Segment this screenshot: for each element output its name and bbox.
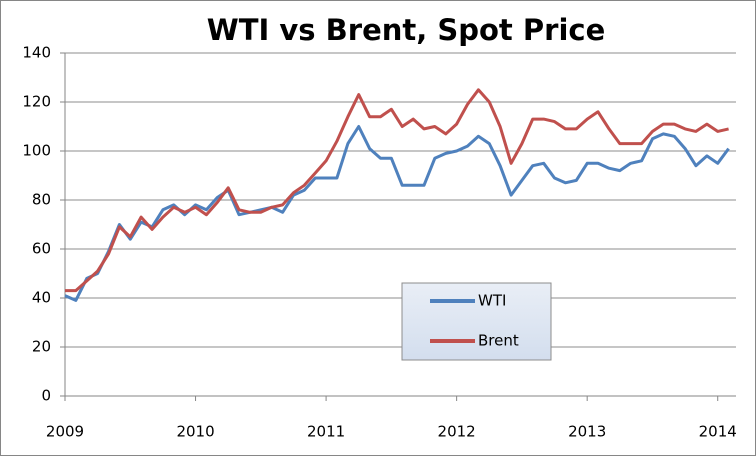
line-series (65, 88, 729, 293)
x-tick-label: 2010 (176, 423, 214, 441)
x-tick-label: 2009 (46, 423, 84, 441)
legend-box (401, 282, 552, 361)
legend-label: Brent (478, 332, 519, 350)
chart-title: WTI vs Brent, Spot Price (207, 13, 606, 47)
y-tick-label: 100 (22, 142, 51, 160)
y-tick-label: 120 (22, 93, 51, 111)
x-tick-label: 2011 (307, 423, 345, 441)
x-tick-label: 2012 (438, 423, 476, 441)
y-tick-label: 0 (41, 387, 51, 405)
legend-label: WTI (478, 292, 506, 310)
y-tick-label: 60 (32, 240, 51, 258)
y-tick-label: 80 (32, 191, 51, 209)
x-tick-label: 2013 (568, 423, 606, 441)
y-tick-label: 140 (22, 44, 51, 62)
y-tick-label: 40 (32, 289, 51, 307)
x-tick-label: 2014 (699, 423, 737, 441)
y-tick-label: 20 (32, 338, 51, 356)
